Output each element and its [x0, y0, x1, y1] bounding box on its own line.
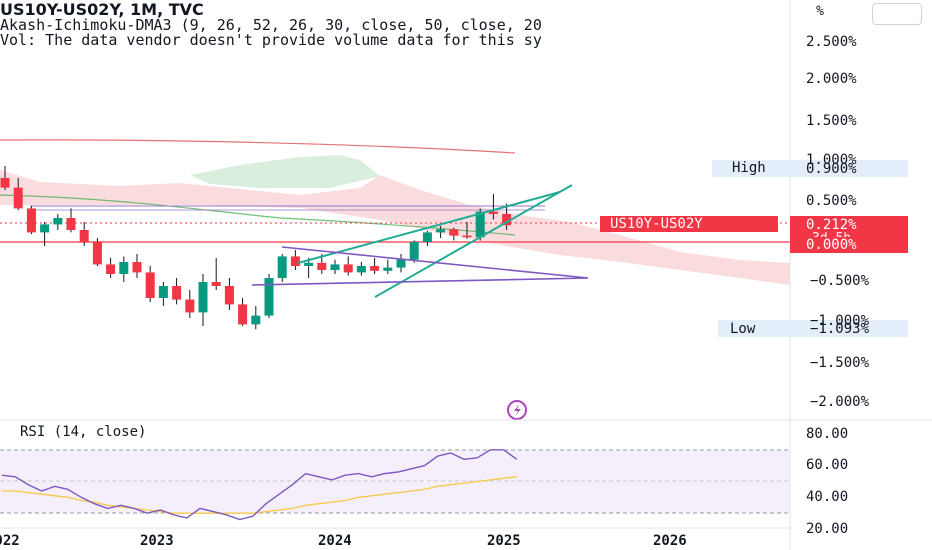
candle-body: [370, 266, 380, 271]
candle-body: [330, 264, 340, 270]
candle-body: [356, 266, 366, 273]
symbol-tag: US10Y-US02Y: [610, 216, 703, 232]
candle-body: [502, 214, 512, 226]
triangle-pattern[interactable]: [251, 246, 589, 286]
candle-body: [238, 304, 248, 325]
axis-unit-label: %: [816, 4, 824, 19]
time-tick: 2022: [0, 533, 20, 549]
candle-body: [132, 262, 142, 273]
candle-body: [343, 264, 353, 273]
candle-body: [106, 264, 116, 274]
candle-body: [66, 218, 76, 230]
symbol-tag-box: [600, 216, 778, 232]
candle-body: [26, 208, 36, 233]
candle-body: [40, 224, 50, 233]
lightning-icon[interactable]: [507, 400, 527, 420]
price-tick: 1.500%: [806, 113, 857, 129]
rsi-tick: 80.00: [806, 426, 849, 442]
candle-body: [277, 256, 287, 278]
price-tick: −1.500%: [810, 355, 870, 371]
candle-body: [172, 286, 182, 300]
rsi-tick: 20.00: [806, 521, 849, 533]
price-tick: 0.500%: [806, 193, 857, 209]
candle-body: [185, 299, 195, 313]
high-label: High: [732, 160, 766, 176]
rising-wedge-lower-line[interactable]: [374, 184, 573, 298]
rsi-tick: 40.00: [806, 489, 849, 505]
candle-body: [0, 178, 10, 188]
candle-body: [53, 218, 63, 225]
candle-body: [422, 232, 432, 242]
candle-body: [145, 272, 155, 298]
candle-body: [211, 282, 221, 286]
high-value: 0.900%: [806, 161, 857, 177]
candle-body: [396, 259, 406, 268]
time-tick: 2023: [140, 533, 174, 549]
time-tick: 2025: [487, 533, 521, 549]
candle-body: [158, 286, 168, 298]
settings-button[interactable]: [872, 3, 922, 25]
candle-body: [119, 262, 129, 274]
price-tick: −1.000%: [810, 313, 870, 329]
price-tick: −0.500%: [810, 273, 870, 289]
volume-note: Vol: The data vendor doesn't provide vol…: [0, 31, 542, 49]
candle-body: [264, 278, 274, 316]
candle-body: [436, 229, 446, 233]
candle-body: [79, 230, 89, 242]
high-tag-box: [712, 160, 908, 177]
price-tick: 1.000%: [806, 152, 857, 168]
time-tick: 2026: [653, 533, 687, 549]
time-tick: 2024: [318, 533, 352, 549]
rsi-legend[interactable]: RSI (14, close): [20, 424, 147, 440]
indicator-legend[interactable]: Akash-Ichimoku-DMA3 (9, 26, 52, 26, 30, …: [0, 16, 542, 34]
candle-body: [317, 262, 327, 270]
candle-body: [449, 229, 459, 236]
rsi-line: [1, 449, 518, 521]
low-label: Low: [730, 321, 756, 337]
candle-body: [290, 256, 300, 266]
candle-body: [13, 187, 23, 209]
price-tick: −2.000%: [810, 394, 870, 410]
candle-body: [304, 262, 314, 266]
candle-body: [92, 242, 102, 265]
low-tag-box: [718, 320, 908, 337]
candle-body: [224, 286, 234, 305]
last-value: 0.212%: [806, 217, 857, 233]
candle-body: [198, 282, 208, 313]
candle-body: [462, 235, 472, 238]
candle-body: [488, 211, 498, 214]
ichimoku-cloud-bearish: [0, 170, 790, 285]
chart-title: US10Y-US02Y, 1M, TVC: [0, 0, 204, 19]
price-tick: 2.500%: [806, 34, 857, 50]
candles-group: [0, 166, 512, 330]
candle-body: [409, 242, 419, 260]
price-tick: 2.000%: [806, 71, 857, 87]
rsi-ma-line: [2, 476, 517, 514]
candle-body: [475, 211, 485, 238]
low-value: −1.093%: [810, 321, 870, 337]
candle-body: [251, 315, 261, 325]
ma-red-line: [0, 139, 516, 154]
candle-body: [383, 267, 393, 271]
zero-value: 0.000%: [790, 237, 908, 253]
ichimoku-cloud-bullish: [190, 155, 380, 188]
rsi-tick: 60.00: [806, 457, 849, 473]
rising-wedge-upper-line[interactable]: [297, 191, 561, 264]
